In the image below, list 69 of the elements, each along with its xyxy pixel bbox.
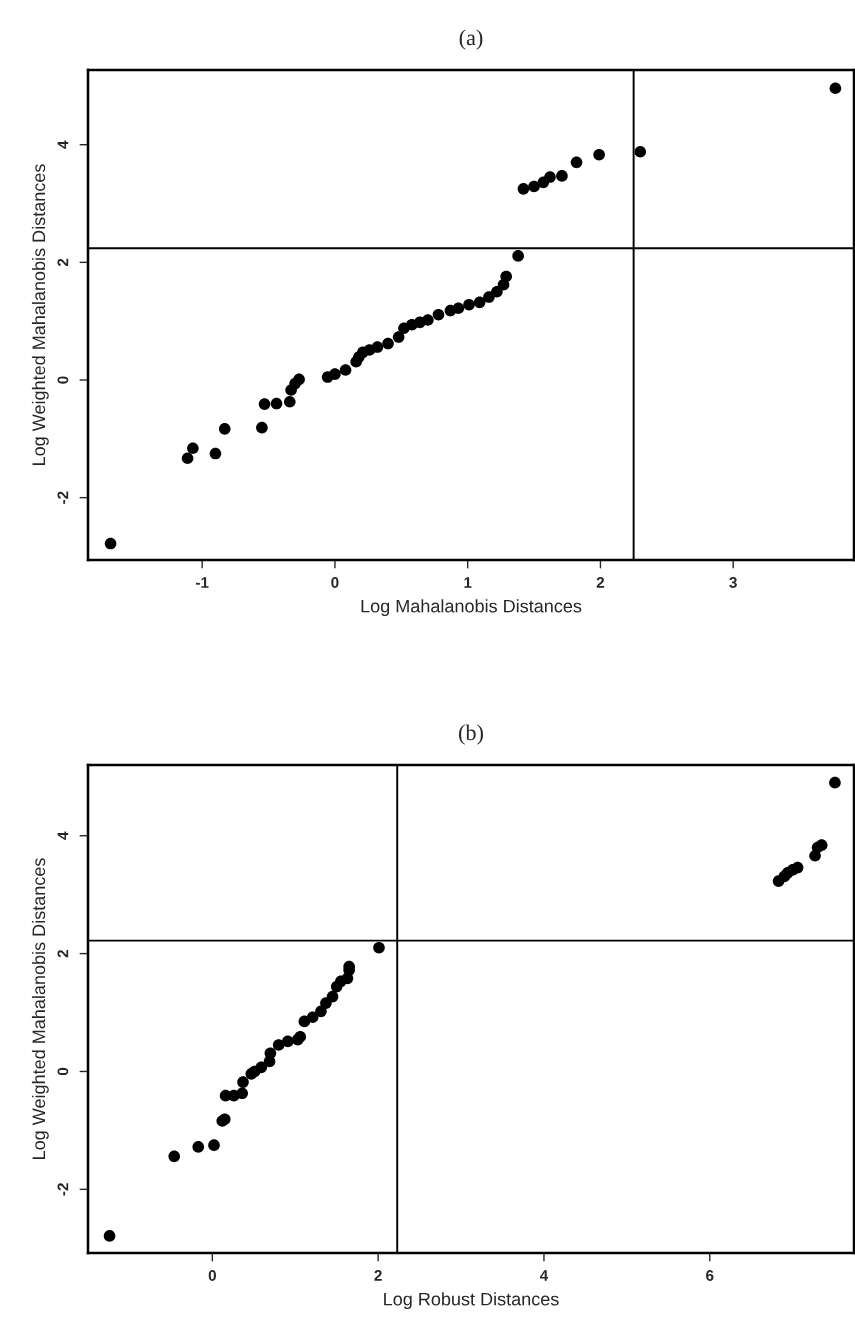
chart-title: (a) (459, 29, 483, 50)
y-tick-label: 4 (57, 140, 69, 149)
point (329, 368, 341, 380)
x-axis-title: Log Robust Distances (384, 1292, 559, 1310)
x-tick-label: 0 (331, 577, 339, 588)
point (593, 148, 605, 161)
point (473, 296, 486, 309)
y-tick-label: -2 (57, 491, 69, 504)
point (512, 250, 524, 262)
point (104, 537, 117, 550)
point (168, 1150, 181, 1163)
point (500, 270, 512, 283)
point (270, 397, 283, 410)
point (463, 298, 475, 311)
x-tick-label: 0 (208, 1270, 216, 1281)
x-tick-label: 4 (539, 1270, 549, 1281)
point (556, 170, 568, 182)
point (236, 1087, 248, 1100)
point (258, 398, 271, 410)
point (187, 442, 199, 455)
x-tick-label: 2 (596, 577, 605, 588)
point (373, 941, 385, 954)
point (829, 776, 841, 789)
point (326, 990, 339, 1003)
point (392, 331, 405, 343)
point (237, 1076, 249, 1088)
point (192, 1141, 205, 1153)
x-tick-label: -1 (195, 577, 209, 588)
point (452, 302, 465, 315)
point (293, 373, 305, 386)
point (528, 180, 540, 193)
y-tick-label: -2 (57, 1183, 69, 1196)
point (306, 1011, 319, 1024)
chart-title: (b) (459, 724, 483, 745)
x-tick-label: 6 (706, 1270, 714, 1281)
point (432, 308, 445, 321)
point (218, 423, 231, 435)
y-tick-label: 0 (57, 376, 69, 384)
y-tick-label: 4 (57, 831, 69, 840)
point (255, 1061, 268, 1074)
point (517, 183, 530, 195)
point (339, 364, 352, 376)
point (272, 1039, 285, 1051)
point (181, 452, 194, 465)
x-tick-label: 3 (729, 577, 737, 588)
point (544, 171, 556, 183)
point (491, 285, 503, 298)
y-axis-title: Log Weighted Mahalanobis Distances (31, 858, 49, 1159)
y-axis-title: Log Weighted Mahalanobis Distances (31, 164, 49, 465)
point (570, 156, 583, 169)
point (371, 341, 384, 353)
point (281, 1035, 294, 1048)
x-tick-label: 1 (464, 577, 472, 588)
point (209, 447, 222, 460)
point (208, 1139, 220, 1151)
point (382, 337, 394, 350)
point (422, 314, 434, 326)
y-tick-label: 2 (57, 258, 69, 267)
point (283, 395, 296, 408)
point (829, 82, 842, 95)
point (103, 1230, 116, 1242)
point (483, 291, 495, 303)
y-tick-label: 0 (57, 1067, 69, 1076)
point (315, 1005, 327, 1018)
x-tick-label: 2 (374, 1270, 382, 1281)
point (256, 421, 268, 434)
y-tick-label: 2 (57, 949, 69, 958)
point (634, 145, 647, 158)
x-axis-title: Log Mahalanobis Distances (361, 599, 582, 617)
